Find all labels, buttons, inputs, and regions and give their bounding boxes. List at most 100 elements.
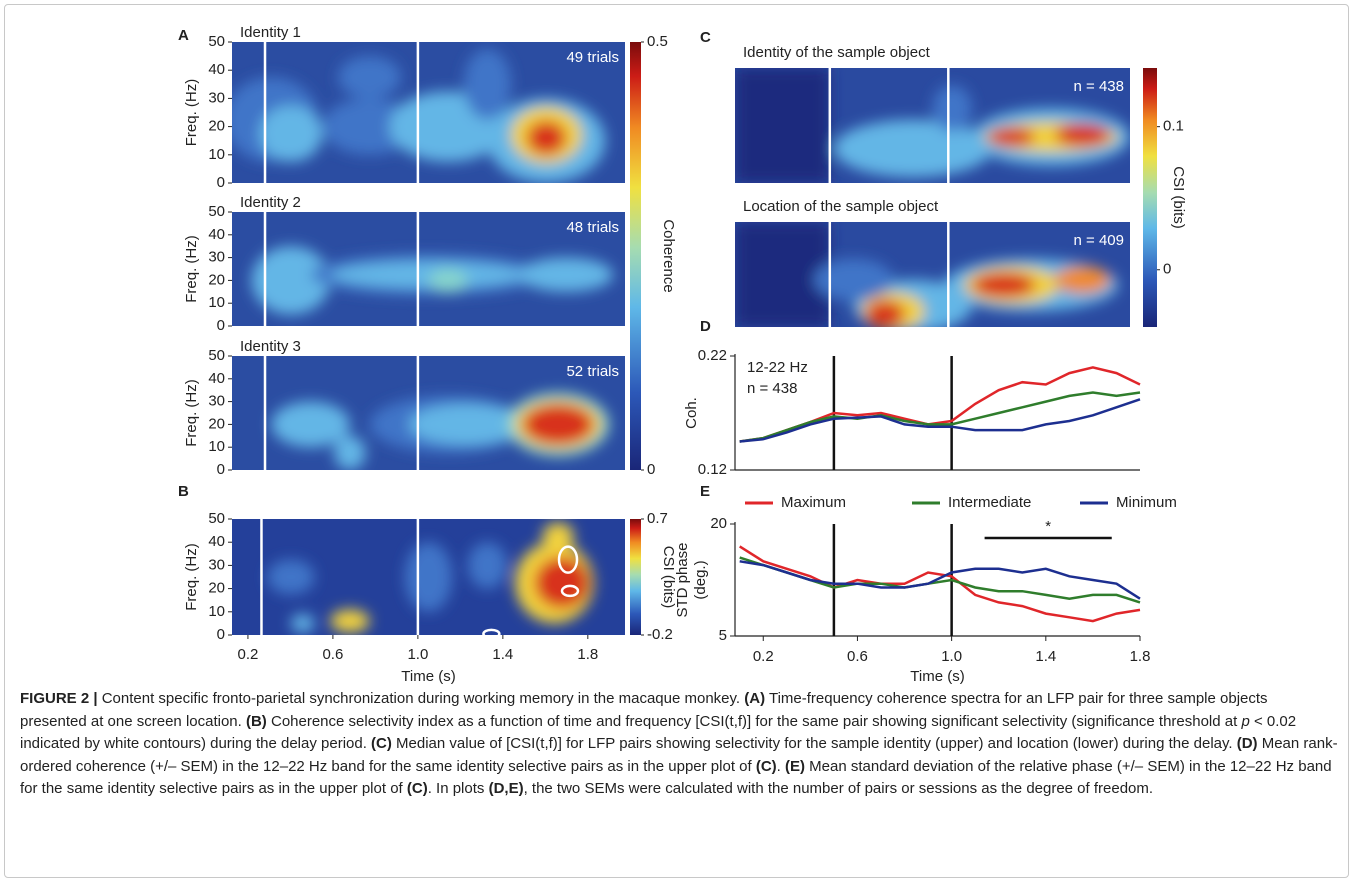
map-count: n = 409 [1074, 232, 1124, 249]
y-tick-label: 20 [208, 415, 225, 432]
y-tick-label: 0.12 [698, 461, 727, 478]
caption-part: (D) [1236, 735, 1258, 752]
colorbar-tick-label: 0 [647, 461, 655, 478]
y-tick-label: 5 [719, 627, 727, 644]
y-axis-label: STD phase [674, 542, 691, 617]
y-tick-label: 50 [208, 510, 225, 527]
y-tick-label: 40 [208, 533, 225, 550]
colorbar [1143, 68, 1157, 327]
y-axis-label: (deg.) [692, 560, 709, 599]
series-line [739, 556, 1141, 604]
y-axis-label: Coh. [683, 397, 700, 429]
legend-label: Maximum [781, 494, 846, 511]
colorbar [630, 519, 641, 635]
heatmap-blobs [271, 392, 610, 470]
y-tick-label: 0 [217, 317, 225, 334]
caption-part: FIGURE 2 | [20, 690, 98, 707]
heatmap-blob [542, 522, 574, 551]
heatmap-blob [330, 261, 527, 289]
figure-frame [4, 4, 1349, 878]
heatmap-blob [467, 542, 508, 589]
heatmap-blob [334, 435, 366, 470]
map-count: n = 438 [1074, 78, 1124, 95]
y-tick-label: 40 [208, 226, 225, 243]
heatmap [232, 519, 625, 635]
series-line [739, 391, 1141, 443]
y-tick-label: 10 [208, 438, 225, 455]
y-axis-label: Freq. (Hz) [183, 235, 200, 303]
map-count: 52 trials [566, 363, 619, 380]
y-tick-label: 40 [208, 61, 225, 78]
legend-label: Intermediate [948, 494, 1031, 511]
y-tick-label: 0 [217, 626, 225, 643]
map-title: Identity 3 [240, 338, 301, 355]
annotation: 12-22 Hz [747, 359, 808, 376]
caption-part: Time-frequency coherence spectra for an … [20, 690, 1268, 730]
y-tick-label: 10 [208, 146, 225, 163]
y-tick-label: 20 [208, 580, 225, 597]
y-tick-label: 40 [208, 370, 225, 387]
colorbar-tick-label: 0.5 [647, 33, 668, 50]
y-axis-label: Freq. (Hz) [183, 379, 200, 447]
x-tick-label: 1.4 [492, 646, 513, 663]
x-tick-label: 1.4 [1035, 648, 1056, 665]
caption-part: p [1241, 712, 1250, 730]
caption-part: (C) [406, 780, 428, 797]
caption-part: , the two SEMs were calculated with the … [523, 780, 1154, 797]
heatmap-blob [330, 609, 370, 633]
y-tick-label: 20 [208, 271, 225, 288]
y-tick-label: 30 [208, 556, 225, 573]
caption-part: (D,E) [488, 780, 524, 797]
heatmap [232, 212, 625, 326]
y-tick-label: 10 [208, 294, 225, 311]
colorbar-label: Coherence [660, 219, 677, 292]
colorbar-tick-label: 0.7 [647, 510, 668, 527]
heatmap [735, 68, 1130, 183]
annotation: n = 438 [747, 380, 797, 397]
x-tick-label: 1.8 [1130, 648, 1151, 665]
map-count: 49 trials [566, 49, 619, 66]
panel-label: E [700, 483, 710, 500]
heatmap-blob [833, 119, 992, 178]
caption-part: < 0.02 indicated by white contours) duri… [20, 712, 1297, 753]
heatmap-blob [522, 403, 594, 445]
y-axis-label: Freq. (Hz) [183, 543, 200, 611]
heatmap [735, 222, 1130, 327]
caption-part: Median value of [CSI(t,f)] for LFP pairs… [391, 735, 1237, 752]
heatmap-blob [404, 542, 453, 612]
heatmap-blob [1054, 266, 1111, 294]
y-tick-label: 10 [208, 603, 225, 620]
map-title: Identity 1 [240, 24, 301, 41]
heatmap-blob [408, 403, 527, 445]
x-tick-label: 0.6 [322, 646, 343, 663]
heatmap-blob [271, 401, 350, 448]
x-tick-label: 1.0 [407, 646, 428, 663]
heatmap-blob [251, 246, 331, 315]
heatmap-dark [735, 68, 830, 183]
x-tick-label: 1.0 [941, 648, 962, 665]
heatmap-blob [814, 258, 893, 301]
heatmap-blob [428, 269, 468, 292]
heatmap-blob [518, 257, 614, 292]
series-line [739, 545, 1141, 623]
legend-label: Minimum [1116, 494, 1177, 511]
y-tick-label: 30 [208, 249, 225, 266]
x-axis-label: Time (s) [401, 668, 455, 685]
heatmap-blob [290, 614, 315, 633]
heatmap-blobs [251, 246, 614, 315]
contour [482, 628, 501, 640]
heatmap [232, 356, 625, 470]
map-title: Identity of the sample object [743, 44, 931, 61]
y-axis-label: Freq. (Hz) [183, 79, 200, 147]
colorbar-tick-label: 0 [1163, 261, 1171, 278]
panel-label: D [700, 318, 711, 335]
significance-label: * [1045, 518, 1051, 535]
heatmap [232, 42, 625, 183]
caption-part: Mean rank-ordered coherence (+/– SEM) in… [20, 735, 1338, 775]
panel-label: C [700, 29, 711, 46]
colorbar [630, 42, 641, 470]
y-tick-label: 30 [208, 393, 225, 410]
map-title: Location of the sample object [743, 198, 939, 215]
